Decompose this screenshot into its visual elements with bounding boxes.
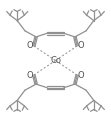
Text: O: O: [27, 42, 33, 50]
Text: O: O: [78, 71, 84, 79]
Text: O: O: [27, 71, 33, 79]
Text: O: O: [78, 42, 84, 50]
Text: Co: Co: [50, 56, 61, 65]
